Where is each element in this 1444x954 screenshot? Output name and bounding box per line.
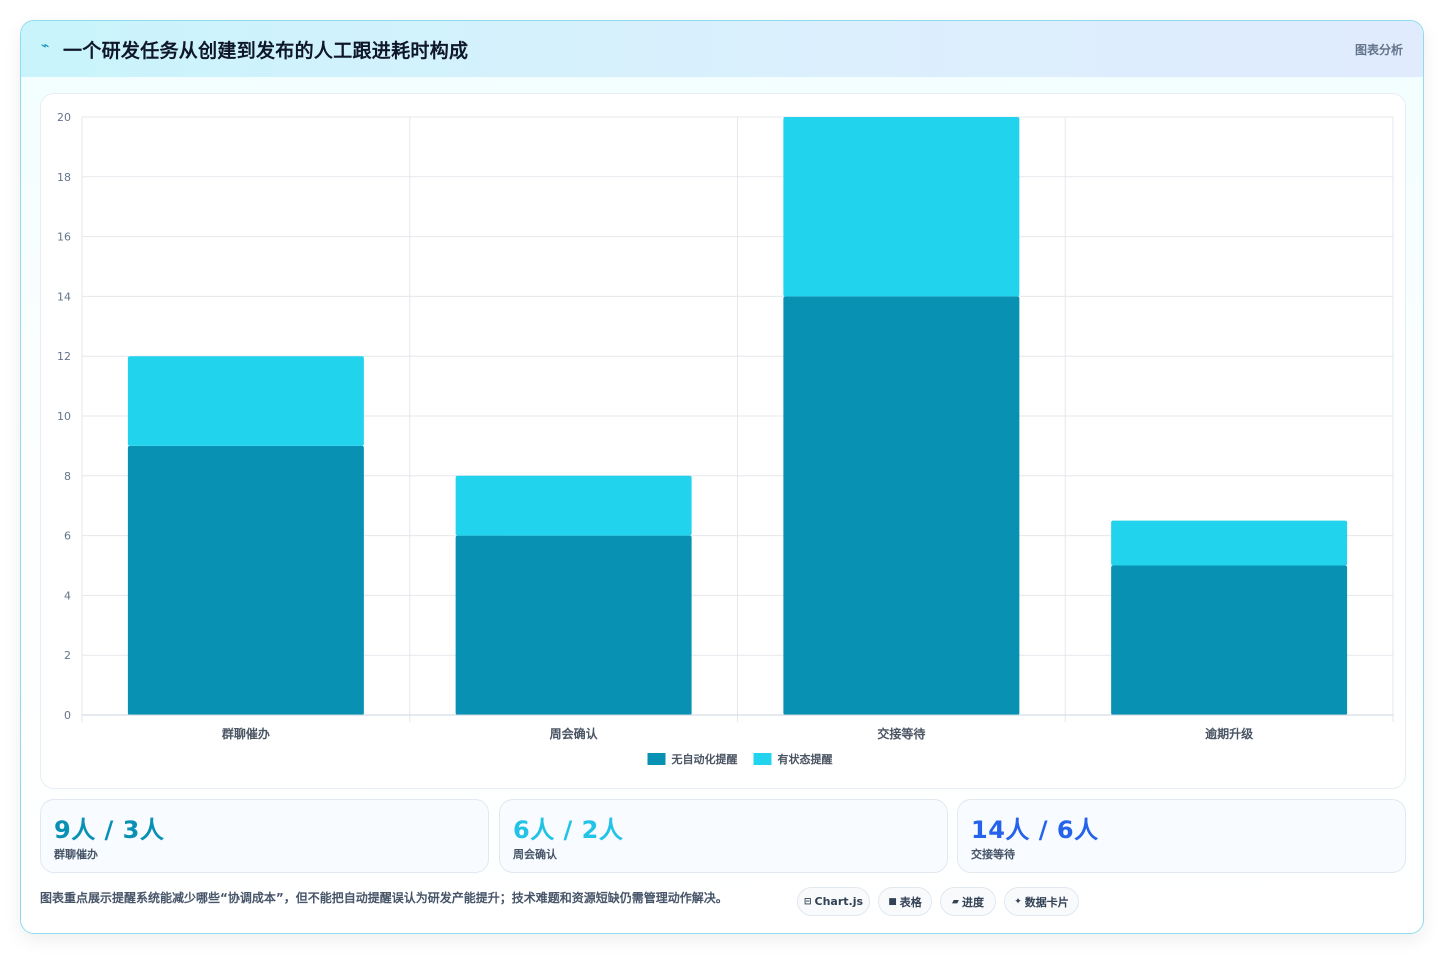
legend-label: 有状态提醒 (778, 752, 833, 766)
stat-value: 6人 / 2人 (513, 816, 624, 844)
y-tick-label: 10 (57, 410, 71, 423)
bar-segment (127, 445, 364, 715)
legend-swatch (753, 753, 772, 765)
bar-segment (1111, 520, 1348, 566)
legend-swatch (647, 753, 666, 765)
y-tick-label: 8 (64, 470, 71, 483)
x-tick-label: 周会确认 (550, 726, 599, 741)
bar-segment (127, 356, 364, 446)
y-tick-label: 20 (57, 111, 71, 124)
y-tick-label: 0 (64, 709, 71, 722)
tag-chartjs[interactable]: ⊟ Chart.js (797, 887, 870, 916)
y-tick-label: 12 (57, 350, 71, 363)
code-icon: ⊟ (803, 896, 812, 907)
bar-segment (455, 535, 692, 715)
table-icon: ■ (888, 896, 897, 907)
tag-progress[interactable]: ▰ 进度 (940, 887, 996, 916)
progress-icon: ▰ (952, 896, 959, 907)
card-header: ⌁ 一个研发任务从创建到发布的人工跟进耗时构成 图表分析 (21, 21, 1423, 77)
stat-label: 交接等待 (971, 848, 1015, 861)
y-tick-label: 18 (57, 171, 71, 184)
x-tick-label: 交接等待 (877, 726, 925, 741)
y-tick-label: 16 (57, 231, 71, 244)
tag-label: 表格 (899, 895, 922, 909)
legend-label: 无自动化提醒 (671, 752, 738, 766)
chart-title: 一个研发任务从创建到发布的人工跟进耗时构成 (63, 40, 469, 62)
card-icon: ✦ (1014, 896, 1022, 907)
lightning-icon: ⌁ (41, 38, 50, 54)
x-tick-label: 逾期升级 (1205, 726, 1253, 741)
chart-area: 0 2 4 6 8 10 12 14 16 18 20 群聊催办 周会确认 交接等待 逾期升级无自动化提醒 有… (40, 93, 1406, 789)
bar-segment (1111, 565, 1348, 715)
y-tick-label: 14 (57, 290, 71, 303)
bar-segment (783, 296, 1020, 715)
stat-value: 14人 / 6人 (971, 816, 1099, 844)
tag-label: Chart.js (814, 895, 864, 908)
chart-footnote: 图表重点展示提醒系统能减少哪些“协调成本”，但不能把自动提醒误认为研发产能提升；… (40, 891, 728, 905)
chart-analysis-link[interactable]: 图表分析 (1354, 43, 1403, 57)
stat-label: 周会确认 (513, 848, 557, 861)
x-tick-label: 群聊催办 (221, 726, 270, 741)
tag-label: 进度 (961, 895, 984, 909)
bar-segment (783, 117, 1020, 297)
chart-card: ⌁ 一个研发任务从创建到发布的人工跟进耗时构成 图表分析 0 2 4 6 8 10 12 14… (20, 20, 1424, 934)
stat-card-group-chat: 9人 / 3人 群聊催办 (40, 799, 489, 873)
tag-data-card[interactable]: ✦ 数据卡片 (1004, 887, 1079, 916)
y-tick-label: 2 (64, 649, 71, 662)
y-tick-label: 6 (64, 530, 71, 543)
stat-value: 9人 / 3人 (54, 816, 165, 844)
y-tick-label: 4 (64, 589, 71, 602)
tag-table[interactable]: ■ 表格 (878, 887, 932, 916)
stat-card-weekly-meeting: 6人 / 2人 周会确认 (499, 799, 948, 873)
stat-label: 群聊催办 (54, 848, 98, 861)
bar-segment (455, 475, 692, 536)
tag-label: 数据卡片 (1024, 895, 1069, 909)
stat-card-handoff-wait: 14人 / 6人 交接等待 (957, 799, 1406, 873)
